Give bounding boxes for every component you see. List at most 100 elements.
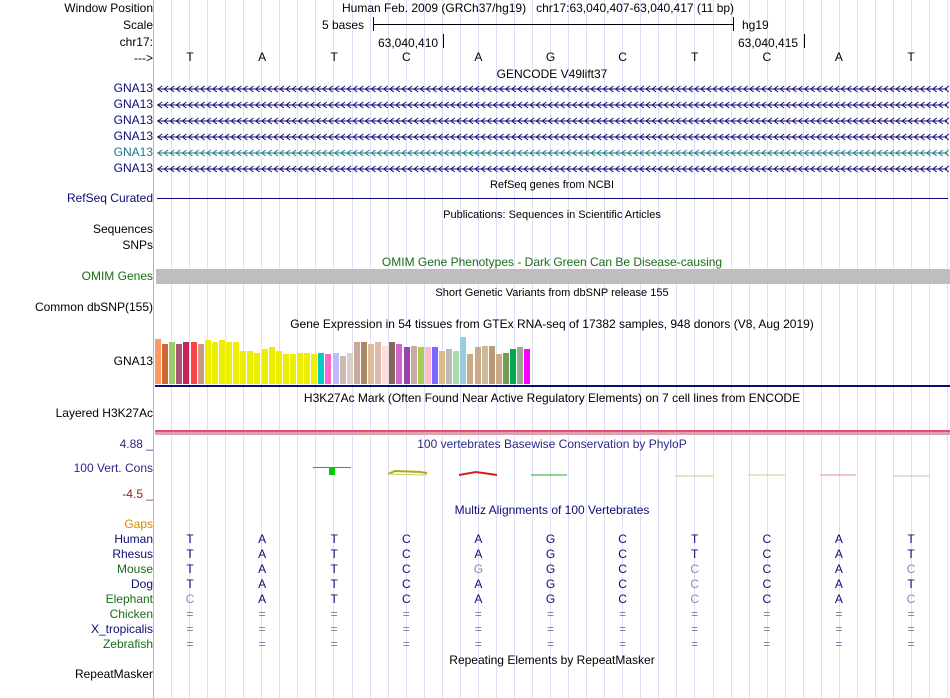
gtex-bar[interactable] xyxy=(247,351,254,384)
multiz-species-label[interactable]: Zebrafish xyxy=(102,637,153,651)
gtex-bar[interactable] xyxy=(488,346,495,384)
gtex-bar[interactable] xyxy=(502,353,509,384)
gtex-bar[interactable] xyxy=(282,354,289,384)
publications-track-title[interactable]: Publications: Sequences in Scientific Ar… xyxy=(443,209,661,221)
omim-label[interactable]: OMIM Genes xyxy=(81,269,153,283)
gtex-bar[interactable] xyxy=(396,344,403,384)
gtex-bar[interactable] xyxy=(382,346,389,384)
gencode-gene-label[interactable]: GNA13 xyxy=(113,129,153,143)
gtex-bar[interactable] xyxy=(360,342,367,384)
gtex-track-title[interactable]: Gene Expression in 54 tissues from GTEx … xyxy=(290,317,814,331)
gtex-bar[interactable] xyxy=(297,353,303,384)
omim-track-title[interactable]: OMIM Gene Phenotypes - Dark Green Can Be… xyxy=(381,255,723,269)
gaps-label[interactable]: Gaps xyxy=(124,517,153,531)
repeatmasker-label[interactable]: RepeatMasker xyxy=(74,667,153,681)
conservation-plot[interactable] xyxy=(0,460,950,482)
gtex-bar[interactable] xyxy=(481,346,488,384)
gtex-bar[interactable] xyxy=(261,349,268,384)
gencode-gene-arrow-line[interactable] xyxy=(155,148,949,158)
gencode-track-title[interactable]: GENCODE V49lift37 xyxy=(496,67,608,81)
gencode-gene-label[interactable]: GNA13 xyxy=(113,113,153,127)
multiz-species-label[interactable]: Elephant xyxy=(105,592,153,606)
gencode-gene-arrow-line[interactable] xyxy=(155,84,949,94)
gencode-gene-label[interactable]: GNA13 xyxy=(113,81,153,95)
gtex-bar[interactable] xyxy=(453,351,460,384)
gtex-bar[interactable] xyxy=(510,349,516,384)
multiz-species-label[interactable]: Chicken xyxy=(109,607,153,621)
gtex-bar[interactable] xyxy=(389,342,396,384)
gtex-bar[interactable] xyxy=(495,354,502,384)
gtex-bar[interactable] xyxy=(311,354,318,384)
refseq-label[interactable]: RefSeq Curated xyxy=(66,191,153,205)
gtex-bar[interactable] xyxy=(304,353,311,384)
conservation-label[interactable]: 100 Vert. Cons xyxy=(73,461,153,475)
gtex-bar[interactable] xyxy=(183,342,190,384)
gtex-bar[interactable] xyxy=(410,346,417,384)
gtex-bar[interactable] xyxy=(368,344,374,384)
gtex-bar[interactable] xyxy=(460,337,467,384)
gtex-bar[interactable] xyxy=(325,354,332,384)
refseq-gene-line[interactable] xyxy=(157,198,948,199)
gencode-gene-label[interactable]: GNA13 xyxy=(113,161,153,175)
gencode-gene-label[interactable]: GNA13 xyxy=(113,97,153,111)
snps-label[interactable]: SNPs xyxy=(122,238,153,252)
multiz-species-label[interactable]: Human xyxy=(114,532,153,546)
gtex-bar[interactable] xyxy=(169,342,176,384)
repeatmasker-track-title[interactable]: Repeating Elements by RepeatMasker xyxy=(449,653,655,667)
gtex-bar[interactable] xyxy=(346,353,353,384)
gtex-bar[interactable] xyxy=(474,347,481,384)
gtex-bar[interactable] xyxy=(226,342,232,384)
gtex-bar[interactable] xyxy=(176,344,183,384)
gtex-bar[interactable] xyxy=(190,342,197,384)
gencode-gene-arrow-line[interactable] xyxy=(155,116,949,126)
h3k27ac-signal-line[interactable] xyxy=(155,430,950,432)
gtex-bar[interactable] xyxy=(289,354,296,384)
gtex-bar[interactable] xyxy=(339,356,346,384)
h3k27ac-track-title[interactable]: H3K27Ac Mark (Often Found Near Active Re… xyxy=(303,391,801,405)
multiz-track-title[interactable]: Multiz Alignments of 100 Vertebrates xyxy=(454,503,650,517)
strand-arrow xyxy=(773,117,779,125)
gtex-bar[interactable] xyxy=(162,344,169,384)
multiz-species-label[interactable]: Dog xyxy=(130,577,153,591)
gtex-bar[interactable] xyxy=(254,353,261,384)
gtex-bar[interactable] xyxy=(218,340,225,384)
gtex-bar[interactable] xyxy=(197,344,204,384)
gtex-bar[interactable] xyxy=(332,353,339,384)
h3k27ac-signal-band[interactable] xyxy=(155,432,950,435)
gtex-bar[interactable] xyxy=(268,347,275,384)
multiz-species-label[interactable]: Mouse xyxy=(116,562,153,576)
gtex-bar[interactable] xyxy=(318,353,325,384)
gtex-bar[interactable] xyxy=(439,351,445,384)
gtex-bar[interactable] xyxy=(275,351,282,384)
gtex-gene-line[interactable] xyxy=(155,385,950,387)
gtex-bar[interactable] xyxy=(467,354,474,384)
gencode-gene-arrow-line[interactable] xyxy=(155,132,949,142)
dbsnp-label[interactable]: Common dbSNP(155) xyxy=(34,300,153,314)
conservation-track-title[interactable]: 100 vertebrates Basewise Conservation by… xyxy=(417,437,687,451)
gtex-bar[interactable] xyxy=(424,347,431,384)
gtex-bar[interactable] xyxy=(524,349,531,384)
gtex-bar[interactable] xyxy=(204,340,211,384)
dbsnp-track-title[interactable]: Short Genetic Variants from dbSNP releas… xyxy=(435,287,669,299)
gtex-bar[interactable] xyxy=(403,347,410,384)
gtex-bar[interactable] xyxy=(240,351,247,384)
gtex-bar[interactable] xyxy=(375,342,382,384)
gtex-bar[interactable] xyxy=(353,342,360,384)
gtex-bar[interactable] xyxy=(155,339,161,384)
omim-gene-bar[interactable] xyxy=(156,269,950,284)
gtex-bar[interactable] xyxy=(211,342,218,384)
h3k27ac-label[interactable]: Layered H3K27Ac xyxy=(55,406,153,420)
gtex-bar[interactable] xyxy=(517,347,524,384)
sequences-label[interactable]: Sequences xyxy=(92,222,153,236)
multiz-species-label[interactable]: Rhesus xyxy=(112,547,153,561)
gtex-bar[interactable] xyxy=(233,342,240,384)
refseq-track-title[interactable]: RefSeq genes from NCBI xyxy=(489,179,615,191)
gtex-bar[interactable] xyxy=(431,347,438,384)
gtex-label[interactable]: GNA13 xyxy=(113,354,153,368)
gencode-gene-label[interactable]: GNA13 xyxy=(113,145,153,159)
gencode-gene-arrow-line[interactable] xyxy=(155,164,949,174)
gtex-bar[interactable] xyxy=(446,349,453,384)
multiz-species-label[interactable]: X_tropicalis xyxy=(90,622,153,636)
gencode-gene-arrow-line[interactable] xyxy=(155,100,949,110)
gtex-bar[interactable] xyxy=(417,347,424,384)
